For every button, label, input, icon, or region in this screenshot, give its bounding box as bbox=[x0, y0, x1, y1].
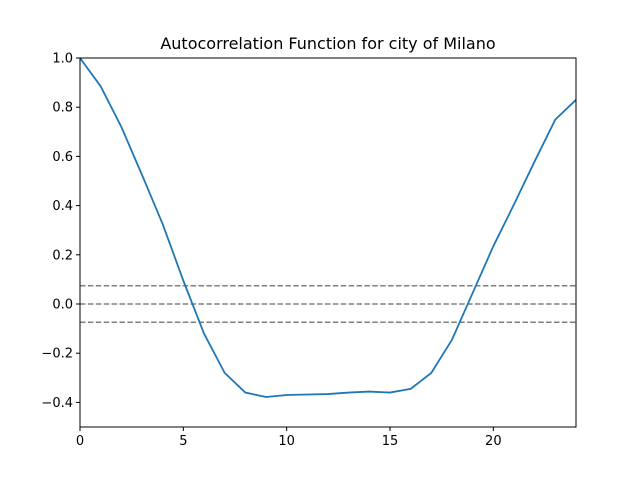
y-tick-label: −0.4 bbox=[41, 396, 73, 411]
series-group bbox=[79, 57, 577, 398]
y-tick-label: 0.0 bbox=[52, 298, 73, 313]
y-tick-label: −0.2 bbox=[41, 347, 73, 362]
series-line-0 bbox=[79, 57, 577, 398]
y-tick-label: 0.8 bbox=[52, 101, 73, 116]
y-tick-label: 0.6 bbox=[52, 150, 73, 165]
chart-title: Autocorrelation Function for city of Mil… bbox=[160, 34, 495, 53]
x-tick-label: 5 bbox=[179, 434, 187, 449]
y-axis-ticks: 1.0 0.8 0.6 0.4 0.2 0.0 −0.2 −0.4 bbox=[41, 52, 80, 411]
x-tick-label: 20 bbox=[485, 434, 502, 449]
x-tick-label: 10 bbox=[278, 434, 295, 449]
y-tick-label: 1.0 bbox=[52, 52, 73, 67]
plot-area-frame bbox=[79, 57, 577, 428]
x-tick-label: 15 bbox=[382, 434, 399, 449]
y-tick-label: 0.4 bbox=[52, 199, 73, 214]
x-axis-ticks: 0 5 10 15 20 bbox=[76, 427, 502, 449]
reference-lines bbox=[80, 285, 576, 323]
x-tick-label: 0 bbox=[76, 434, 84, 449]
y-tick-label: 0.2 bbox=[52, 248, 73, 263]
